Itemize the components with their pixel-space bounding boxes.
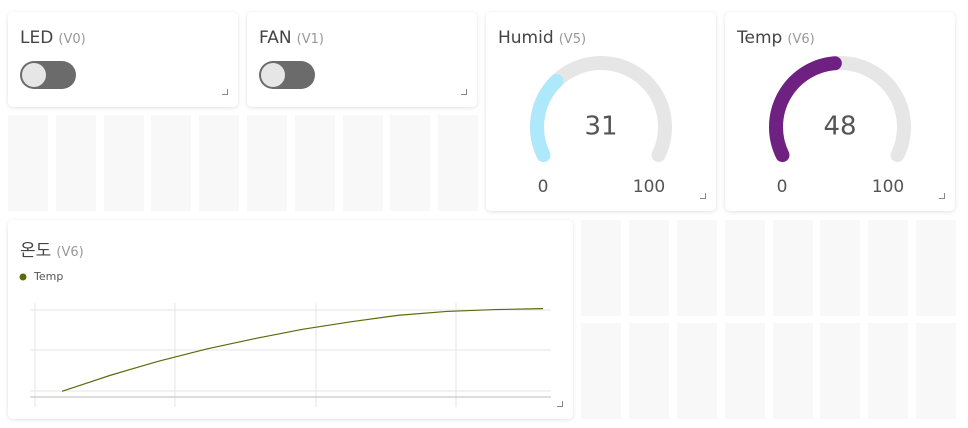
empty-cell <box>438 115 478 211</box>
switch-widget[interactable]: FAN (V1) <box>247 12 477 107</box>
toggle-switch[interactable] <box>20 61 76 89</box>
empty-cell <box>629 323 669 419</box>
gauge-value-arc <box>769 56 842 163</box>
resize-handle[interactable] <box>557 401 563 407</box>
widget-pin: (V0) <box>58 32 86 47</box>
widget-header: 온도 (V6) <box>20 236 84 261</box>
gauge-max: 100 <box>872 177 904 197</box>
widget-title: 온도 <box>20 241 52 261</box>
chart: Temp <box>19 270 551 407</box>
empty-cell <box>916 220 956 316</box>
widget-header: FAN (V1) <box>259 28 324 48</box>
empty-cell <box>820 323 860 419</box>
chart-widget[interactable]: Temp 온도 (V6) <box>8 220 573 419</box>
gauge: 31 0 100 <box>530 56 672 197</box>
toggle-knob <box>261 63 285 87</box>
empty-cell <box>104 115 144 211</box>
gauge-value-arc <box>530 74 564 163</box>
legend-label: Temp <box>33 270 63 283</box>
empty-cell <box>868 220 908 316</box>
empty-cell <box>868 323 908 419</box>
empty-cell <box>677 220 717 316</box>
switch-widget[interactable]: LED (V0) <box>8 12 238 107</box>
widget-pin: (V6) <box>56 245 84 260</box>
empty-cell <box>677 323 717 419</box>
empty-cell <box>581 323 621 419</box>
widget-title: Humid <box>498 28 554 48</box>
toggle-switch[interactable] <box>259 61 315 89</box>
empty-cell <box>199 115 239 211</box>
gauge-min: 0 <box>538 177 549 197</box>
widget-pin: (V1) <box>296 32 324 47</box>
empty-cell <box>773 323 813 419</box>
resize-handle[interactable] <box>700 193 706 199</box>
gauge-min: 0 <box>777 177 788 197</box>
gauge-max: 100 <box>633 177 665 197</box>
empty-cell <box>343 115 383 211</box>
empty-cell <box>56 115 96 211</box>
grid <box>30 303 551 407</box>
widget-title: FAN <box>259 28 292 48</box>
empty-cell <box>8 115 48 211</box>
empty-cell <box>820 220 860 316</box>
widget-title: Temp <box>737 28 783 48</box>
toggle-knob <box>22 63 46 87</box>
gauge-widget[interactable]: 31 0 100 Humid (V5) <box>486 12 716 211</box>
empty-cell <box>629 220 669 316</box>
gauge: 48 0 100 <box>769 56 911 197</box>
empty-cell <box>151 115 191 211</box>
empty-cell <box>581 220 621 316</box>
empty-cell <box>725 323 765 419</box>
empty-cell <box>247 115 287 211</box>
resize-handle[interactable] <box>939 193 945 199</box>
legend-marker <box>19 273 27 281</box>
empty-cell <box>916 323 956 419</box>
widget-pin: (V6) <box>787 32 815 47</box>
widget-pin: (V5) <box>558 32 587 47</box>
gauge-widget[interactable]: 48 0 100 Temp (V6) <box>725 12 955 211</box>
widget-header: LED (V0) <box>20 28 86 48</box>
widget-header: Humid (V5) <box>498 28 586 48</box>
empty-cell <box>295 115 335 211</box>
empty-cell <box>725 220 765 316</box>
widget-header: Temp (V6) <box>737 28 815 48</box>
empty-cell <box>773 220 813 316</box>
resize-handle[interactable] <box>461 89 467 95</box>
widget-title: LED <box>20 28 54 48</box>
line-series <box>61 308 544 392</box>
gauge-value: 31 <box>584 112 617 142</box>
empty-cell <box>390 115 430 211</box>
resize-handle[interactable] <box>222 89 228 95</box>
gauge-value: 48 <box>823 112 856 142</box>
